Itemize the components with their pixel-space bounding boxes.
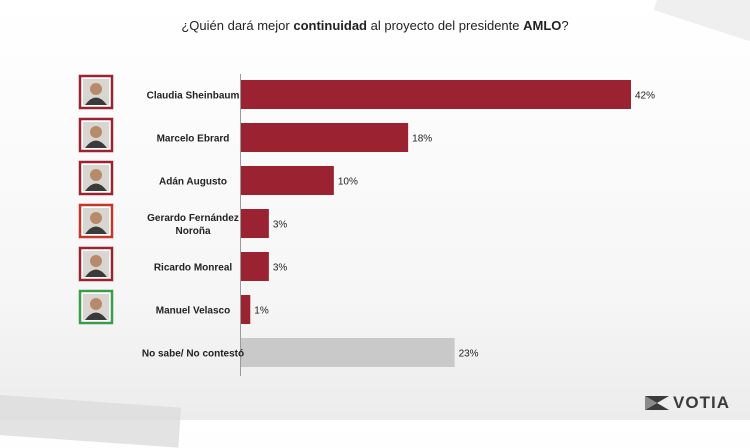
category-label: Marcelo Ebrard <box>157 134 230 145</box>
person-body-icon <box>85 140 107 148</box>
bar <box>241 252 269 281</box>
person-head-icon <box>90 83 102 95</box>
bar-value-label: 42% <box>635 91 655 102</box>
title-text-1: ¿Quién dará mejor <box>181 18 294 33</box>
person-head-icon <box>90 298 102 310</box>
chart-title: ¿Quién dará mejor continuidad al proyect… <box>0 18 750 33</box>
bar-value-label: 3% <box>273 220 288 231</box>
bar-chart: 42% Claudia Sheinbaum 18% Marcelo Ebrard 10%… <box>78 74 655 367</box>
category-label: Noroña <box>176 226 211 237</box>
bar-value-label: 3% <box>273 263 288 274</box>
category-label: Manuel Velasco <box>156 306 230 317</box>
votia-logo: VOTIA <box>645 393 730 412</box>
y-axis-line <box>240 74 241 376</box>
person-body-icon <box>85 269 107 277</box>
category-label: Adán Augusto <box>159 177 227 188</box>
bar <box>241 80 631 109</box>
title-bold-2: AMLO <box>523 18 562 33</box>
category-label: Gerardo Fernández <box>147 213 239 224</box>
bar <box>241 338 455 367</box>
category-label: No sabe/ No contestó <box>142 349 244 360</box>
person-body-icon <box>85 312 107 320</box>
person-head-icon <box>90 169 102 181</box>
person-head-icon <box>90 126 102 138</box>
person-body-icon <box>85 97 107 105</box>
bar <box>241 295 251 324</box>
category-label: Ricardo Monreal <box>154 263 233 274</box>
bar <box>241 123 409 152</box>
person-head-icon <box>90 255 102 267</box>
votia-logo-text: VOTIA <box>673 393 730 412</box>
bar-value-label: 1% <box>254 306 269 317</box>
person-body-icon <box>85 183 107 191</box>
title-text-2: al proyecto del presidente <box>367 18 524 33</box>
bar-value-label: 23% <box>459 349 479 360</box>
bar <box>241 209 269 238</box>
title-text-3: ? <box>561 18 569 33</box>
person-head-icon <box>90 212 102 224</box>
category-label: Claudia Sheinbaum <box>147 91 240 102</box>
person-body-icon <box>85 226 107 234</box>
bar <box>241 166 334 195</box>
title-bold-1: continuidad <box>293 18 368 33</box>
votia-logo-mark-icon <box>645 396 670 410</box>
bar-value-label: 10% <box>338 177 358 188</box>
bar-value-label: 18% <box>412 134 432 145</box>
